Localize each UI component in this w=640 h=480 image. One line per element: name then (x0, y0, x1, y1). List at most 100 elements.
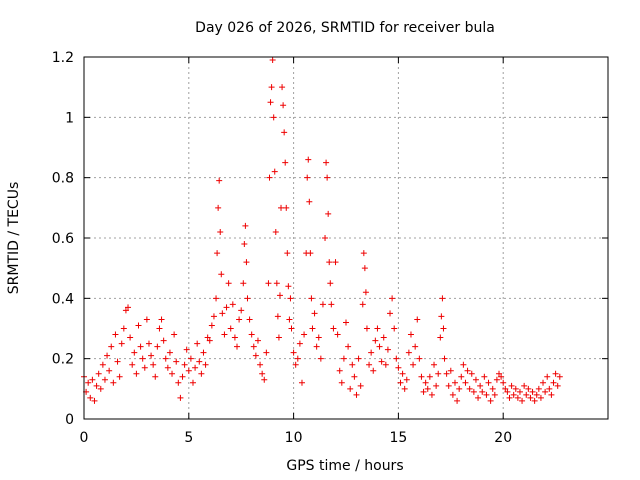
data-point (106, 367, 113, 374)
data-point (127, 334, 134, 341)
data-point (122, 307, 129, 314)
data-point (279, 84, 286, 91)
x-tick-label: 20 (494, 430, 512, 446)
data-point (148, 352, 155, 359)
data-point (200, 349, 207, 356)
data-point (265, 280, 272, 287)
data-point (529, 388, 536, 395)
data-point (466, 385, 473, 392)
data-point (366, 361, 373, 368)
data-point (334, 331, 341, 338)
data-point (208, 322, 215, 329)
data-point (353, 391, 360, 398)
data-point (477, 382, 484, 389)
data-point (240, 280, 247, 287)
y-tick-label: 1.2 (52, 50, 74, 66)
data-point (89, 376, 96, 383)
data-point (525, 385, 532, 392)
data-point (327, 280, 334, 287)
data-point (285, 283, 292, 290)
data-point (479, 388, 486, 395)
x-axis-label: GPS time / hours (286, 458, 403, 474)
data-point (483, 391, 490, 398)
data-point (376, 343, 383, 350)
data-point (254, 337, 261, 344)
y-tick-label: 0.6 (52, 231, 74, 247)
data-point (125, 304, 132, 311)
data-point (493, 376, 500, 383)
y-tick-label: 0.4 (52, 291, 74, 307)
data-point (276, 292, 283, 299)
data-point (514, 394, 521, 401)
data-point (548, 391, 555, 398)
data-point (343, 319, 349, 326)
data-point (351, 373, 358, 380)
data-point (135, 322, 142, 329)
data-point (462, 379, 469, 386)
data-point (292, 361, 299, 368)
data-point (537, 394, 544, 401)
data-point (405, 349, 412, 356)
data-point (91, 397, 98, 404)
data-point (150, 361, 157, 368)
data-point (306, 198, 313, 205)
data-point (468, 370, 475, 377)
data-point (451, 379, 458, 386)
data-point (275, 334, 282, 341)
data-point (120, 325, 127, 332)
tick-layer: 0 0.2 0.4 0.6 0.8 1 1.2 0 5 10 15 20 (52, 50, 608, 446)
data-point (516, 388, 523, 395)
data-point (414, 316, 421, 323)
data-point (424, 385, 431, 392)
data-point (99, 361, 106, 368)
data-point (152, 373, 159, 380)
data-point (278, 204, 285, 211)
data-point (554, 382, 561, 389)
data-point (177, 394, 184, 401)
data-point (280, 102, 287, 109)
data-point (521, 382, 528, 389)
data-point (248, 331, 255, 338)
data-point (502, 385, 509, 392)
data-point (206, 337, 213, 344)
data-point (271, 168, 278, 175)
data-point (196, 358, 203, 365)
data-point (114, 358, 121, 365)
data-point (229, 301, 236, 308)
data-point (395, 364, 402, 371)
data-point (160, 337, 167, 344)
data-point (101, 376, 108, 383)
data-point (439, 295, 446, 302)
data-point (145, 340, 152, 347)
data-point (535, 385, 542, 392)
data-point (282, 159, 289, 166)
data-point (238, 307, 245, 314)
data-point (519, 397, 526, 404)
data-point (315, 334, 322, 341)
data-point (368, 349, 375, 356)
data-point (156, 325, 163, 332)
data-point (269, 57, 276, 64)
data-point (523, 391, 530, 398)
data-point (485, 379, 492, 386)
data-point (355, 355, 362, 362)
data-point (418, 373, 425, 380)
data-point (267, 99, 274, 106)
data-point (508, 382, 515, 389)
data-point (445, 382, 452, 389)
data-point (397, 379, 404, 386)
data-point (294, 355, 301, 362)
y-tick-label: 0.2 (52, 352, 74, 368)
data-points (81, 57, 563, 404)
data-point (307, 250, 314, 257)
data-point (317, 355, 324, 362)
data-point (349, 361, 356, 368)
data-point (384, 346, 391, 353)
data-point (252, 352, 259, 359)
data-point (380, 334, 387, 341)
y-axis-label: SRMTID / TECUs (6, 182, 22, 295)
data-point (118, 340, 125, 347)
y-tick-label: 0 (65, 412, 74, 428)
data-point (236, 316, 243, 323)
data-point (362, 289, 369, 296)
